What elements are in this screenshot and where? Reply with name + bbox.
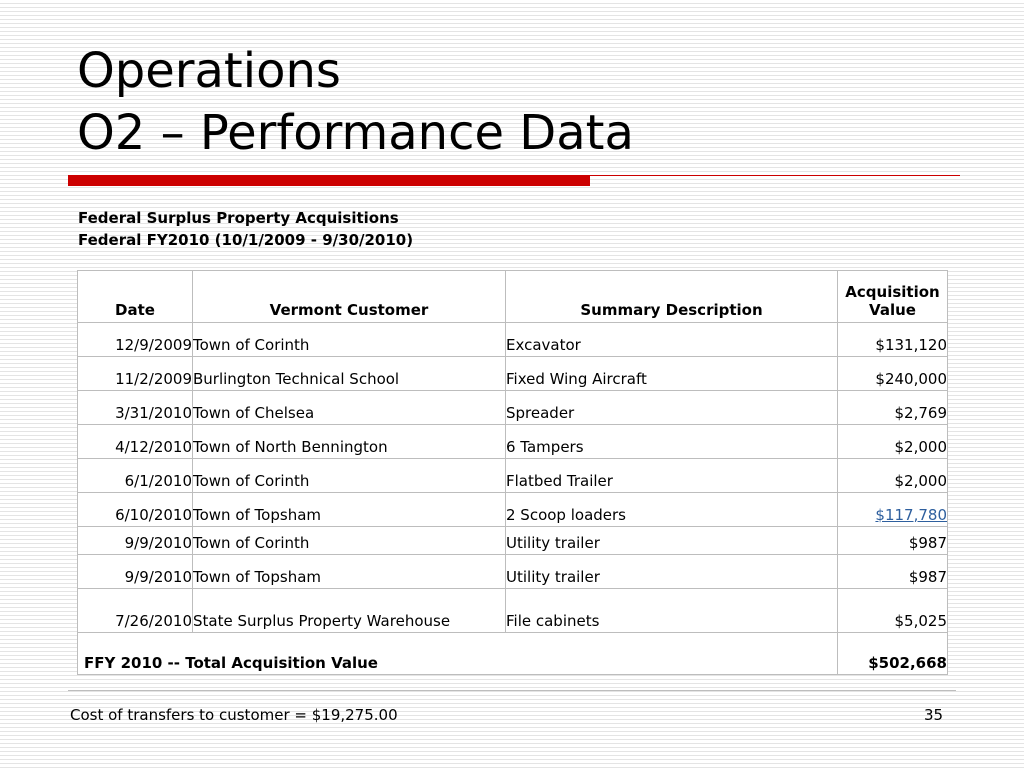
cell-customer: Burlington Technical School xyxy=(192,356,506,391)
cell-description: Utility trailer xyxy=(505,554,838,589)
cell-customer: Town of Chelsea xyxy=(192,390,506,425)
table-row: 6/1/2010 Town of Corinth Flatbed Trailer… xyxy=(77,458,948,493)
cell-customer: Town of Topsham xyxy=(192,554,506,589)
cell-value: $240,000 xyxy=(837,356,948,391)
cell-description: Flatbed Trailer xyxy=(505,458,838,493)
header-value: Acquisition Value xyxy=(837,270,948,323)
table-row: 12/9/2009 Town of Corinth Excavator $131… xyxy=(77,322,948,357)
table-subtitle: Federal Surplus Property Acquisitions Fe… xyxy=(78,207,413,251)
header-customer: Vermont Customer xyxy=(192,270,506,323)
cell-value: $2,000 xyxy=(837,458,948,493)
subtitle-line-1: Federal Surplus Property Acquisitions xyxy=(78,209,399,227)
subtitle-line-2: Federal FY2010 (10/1/2009 - 9/30/2010) xyxy=(78,231,414,249)
total-value: $502,668 xyxy=(837,632,948,675)
cell-value: $987 xyxy=(837,554,948,589)
cell-description: Fixed Wing Aircraft xyxy=(505,356,838,391)
table-row: 4/12/2010 Town of North Bennington 6 Tam… xyxy=(77,424,948,459)
cell-value: $987 xyxy=(837,526,948,555)
cell-customer: Town of Corinth xyxy=(192,526,506,555)
slide-title: Operations O2 – Performance Data xyxy=(77,40,634,164)
cell-date: 7/26/2010 xyxy=(77,588,193,633)
acquisitions-table: Date Vermont Customer Summary Descriptio… xyxy=(77,270,948,675)
cell-customer: State Surplus Property Warehouse xyxy=(192,588,506,633)
title-accent-bar xyxy=(68,175,590,186)
cell-value: $5,025 xyxy=(837,588,948,633)
cell-description: File cabinets xyxy=(505,588,838,633)
cell-value: $2,769 xyxy=(837,390,948,425)
table-row: 11/2/2009 Burlington Technical School Fi… xyxy=(77,356,948,391)
cell-date: 6/1/2010 xyxy=(77,458,193,493)
cell-description: Spreader xyxy=(505,390,838,425)
cell-date: 11/2/2009 xyxy=(77,356,193,391)
cell-date: 3/31/2010 xyxy=(77,390,193,425)
slide-title-line-1: Operations xyxy=(77,43,341,99)
table-row: 3/31/2010 Town of Chelsea Spreader $2,76… xyxy=(77,390,948,425)
cell-customer: Town of Corinth xyxy=(192,322,506,357)
cell-date: 6/10/2010 xyxy=(77,492,193,527)
cell-description: 6 Tampers xyxy=(505,424,838,459)
slide-title-line-2: O2 – Performance Data xyxy=(77,105,634,161)
cell-customer: Town of Corinth xyxy=(192,458,506,493)
cell-value-link[interactable]: $117,780 xyxy=(837,492,948,527)
cell-customer: Town of North Bennington xyxy=(192,424,506,459)
table-header-row: Date Vermont Customer Summary Descriptio… xyxy=(77,270,948,323)
header-value-line-1: Acquisition xyxy=(845,283,940,301)
table-row: 9/9/2010 Town of Topsham Utility trailer… xyxy=(77,554,948,589)
total-label: FFY 2010 -- Total Acquisition Value xyxy=(77,632,838,675)
footer-note: Cost of transfers to customer = $19,275.… xyxy=(70,706,398,724)
footer-divider xyxy=(68,690,956,691)
cell-description: Utility trailer xyxy=(505,526,838,555)
cell-date: 9/9/2010 xyxy=(77,554,193,589)
cell-date: 4/12/2010 xyxy=(77,424,193,459)
table-row: 7/26/2010 State Surplus Property Warehou… xyxy=(77,588,948,633)
header-description: Summary Description xyxy=(505,270,838,323)
value-link[interactable]: $117,780 xyxy=(875,506,947,524)
header-value-line-2: Value xyxy=(869,301,916,319)
cell-description: Excavator xyxy=(505,322,838,357)
page-number: 35 xyxy=(924,706,944,724)
cell-date: 12/9/2009 xyxy=(77,322,193,357)
cell-value: $131,120 xyxy=(837,322,948,357)
cell-date: 9/9/2010 xyxy=(77,526,193,555)
table-row: 9/9/2010 Town of Corinth Utility trailer… xyxy=(77,526,948,555)
total-row: FFY 2010 -- Total Acquisition Value $502… xyxy=(77,632,948,675)
cell-description: 2 Scoop loaders xyxy=(505,492,838,527)
cell-customer: Town of Topsham xyxy=(192,492,506,527)
cell-value: $2,000 xyxy=(837,424,948,459)
title-accent-line xyxy=(590,175,960,176)
header-date: Date xyxy=(77,270,193,323)
table-row: 6/10/2010 Town of Topsham 2 Scoop loader… xyxy=(77,492,948,527)
